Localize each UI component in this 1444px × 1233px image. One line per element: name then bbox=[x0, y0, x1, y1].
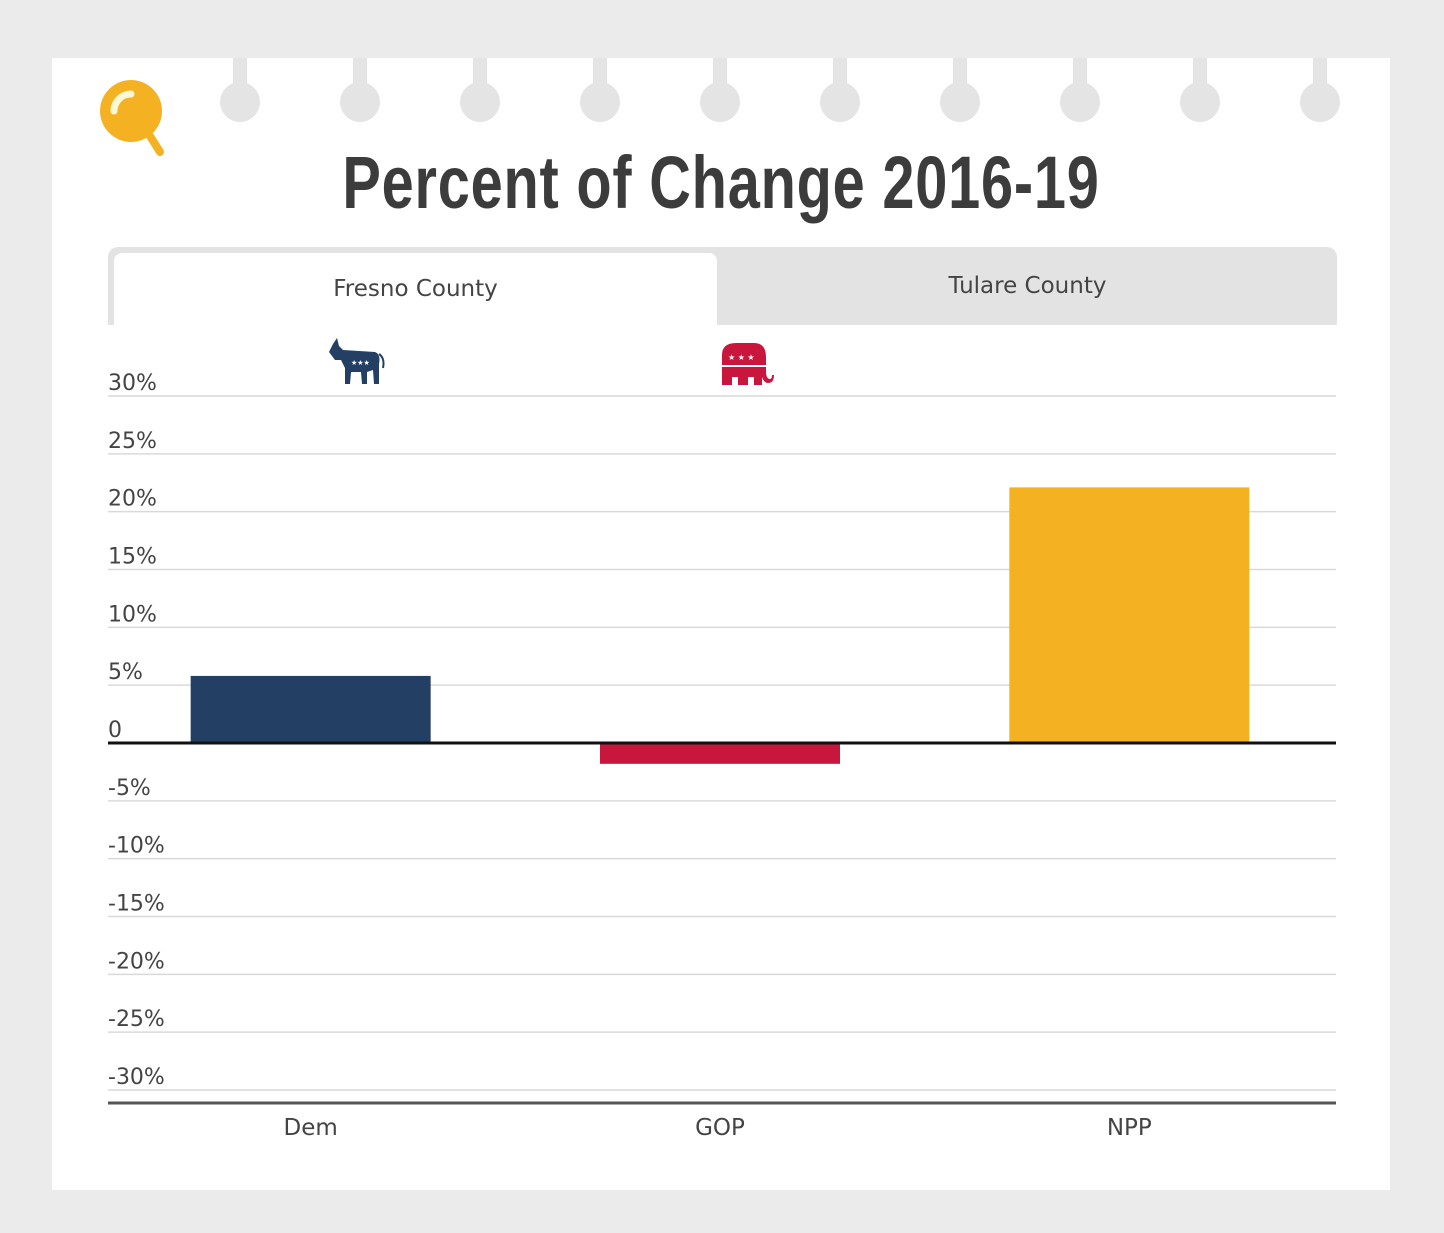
y-tick-label: 10% bbox=[108, 602, 157, 627]
chart-title: Percent of Change 2016-19 bbox=[342, 141, 1100, 224]
x-tick-label: GOP bbox=[695, 1115, 745, 1141]
y-tick-label: -5% bbox=[108, 776, 151, 801]
svg-text:★ ★ ★: ★ ★ ★ bbox=[728, 353, 755, 362]
democrat-donkey-icon: ★★★ bbox=[329, 338, 385, 384]
y-axis-labels: 30% 25% 20% 15% 10% 5% 0 -5% -10% -15% -20% -25% -30… bbox=[108, 371, 165, 1090]
tab-fresno-county[interactable]: Fresno County bbox=[114, 253, 717, 325]
bars bbox=[108, 487, 1336, 1105]
county-tabs: Fresno County Tulare County bbox=[108, 247, 1337, 325]
y-tick-label: 20% bbox=[108, 487, 157, 512]
y-tick-label: 30% bbox=[108, 371, 157, 396]
y-tick-label: -10% bbox=[108, 834, 165, 859]
magnifier-icon bbox=[100, 80, 164, 156]
tab-tulare-county[interactable]: Tulare County bbox=[948, 273, 1107, 299]
y-tick-label: -25% bbox=[108, 1007, 165, 1032]
bar-npp bbox=[1009, 487, 1250, 743]
y-tick-label: 0 bbox=[108, 718, 122, 743]
republican-elephant-icon: ★ ★ ★ bbox=[722, 343, 774, 385]
x-tick-label: NPP bbox=[1107, 1115, 1152, 1141]
y-tick-label: -20% bbox=[108, 949, 165, 974]
y-tick-label: -15% bbox=[108, 892, 165, 917]
y-tick-label: -30% bbox=[108, 1065, 165, 1090]
y-tick-label: 25% bbox=[108, 429, 157, 454]
x-tick-label: Dem bbox=[284, 1115, 338, 1141]
bar-dem bbox=[190, 675, 431, 743]
bar-gop bbox=[600, 743, 840, 764]
y-tick-label: 5% bbox=[108, 660, 143, 685]
y-tick-label: 15% bbox=[108, 545, 157, 570]
svg-text:★★★: ★★★ bbox=[351, 359, 370, 367]
x-axis-labels: Dem GOP NPP bbox=[284, 1115, 1152, 1141]
